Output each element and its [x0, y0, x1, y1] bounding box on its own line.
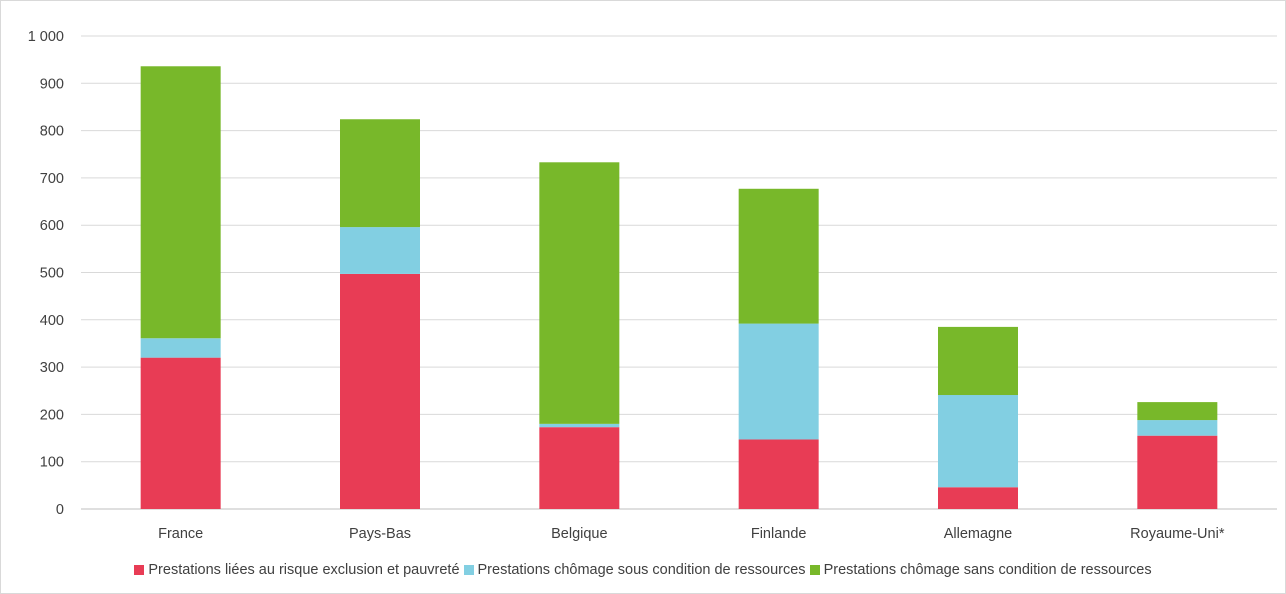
y-tick-label: 1 000 [28, 29, 64, 45]
y-tick-label: 800 [40, 124, 64, 140]
bar-segment-1 [140, 357, 221, 509]
legend-label: Prestations chômage sans condition de re… [823, 562, 1152, 578]
y-tick-label: 400 [40, 313, 64, 329]
legend-item-3: Prestations chômage sans condition de re… [809, 562, 1152, 578]
bar-segment-1 [938, 487, 1018, 509]
bar-segment-2 [340, 227, 420, 274]
x-tick-label: France [158, 526, 203, 542]
legend-swatch [134, 565, 145, 575]
bar-segment-2 [938, 395, 1018, 488]
x-tick-label: Finlande [751, 526, 807, 542]
bar-segment-2 [539, 423, 620, 428]
y-tick-label: 600 [40, 218, 64, 234]
gridlines [81, 35, 1277, 510]
x-tick-label: Royaume-Uni* [1130, 526, 1225, 542]
x-axis-ticks: France Pays-Bas Belgique Finlande Allemagne R… [158, 526, 1225, 542]
bar-segment-1 [738, 439, 819, 509]
y-tick-label: 700 [40, 171, 64, 187]
y-tick-label: 500 [40, 266, 64, 282]
y-tick-label: 200 [40, 407, 64, 423]
bar-segment-3 [539, 162, 620, 424]
legend: Prestations liées au risque exclusion et… [1, 562, 1285, 579]
bar-segment-3 [340, 119, 420, 228]
x-tick-label: Belgique [551, 526, 607, 542]
bar-segment-3 [140, 66, 221, 339]
y-axis-ticks: 0 100 200 300 400 500 600 700 800 900 1 000 [28, 29, 64, 518]
bar-segment-1 [1137, 435, 1218, 509]
legend-item-2: Prestations chômage sous condition de re… [463, 562, 806, 578]
legend-item-1: Prestations liées au risque exclusion et… [134, 562, 460, 578]
y-tick-label: 300 [40, 360, 64, 376]
bar-segment-3 [738, 188, 819, 324]
bar-segment-2 [738, 323, 819, 440]
bars [140, 66, 1218, 509]
bar-segment-3 [938, 326, 1018, 396]
y-tick-label: 900 [40, 76, 64, 92]
bar-segment-2 [1137, 420, 1218, 436]
x-tick-label: Pays-Bas [349, 526, 411, 542]
bar-segment-1 [539, 427, 620, 509]
chart-plot: 0 100 200 300 400 500 600 700 800 900 1 000 France… [28, 29, 1277, 542]
bar-segment-3 [1137, 402, 1218, 421]
legend-swatch [809, 565, 820, 575]
legend-label: Prestations chômage sous condition de re… [477, 562, 806, 578]
legend-swatch [463, 565, 474, 575]
y-tick-label: 0 [56, 502, 64, 518]
x-tick-label: Allemagne [944, 526, 1013, 542]
y-tick-label: 100 [40, 455, 64, 471]
bar-segment-1 [340, 273, 420, 509]
bar-segment-2 [140, 338, 221, 358]
legend-label: Prestations liées au risque exclusion et… [148, 562, 460, 578]
